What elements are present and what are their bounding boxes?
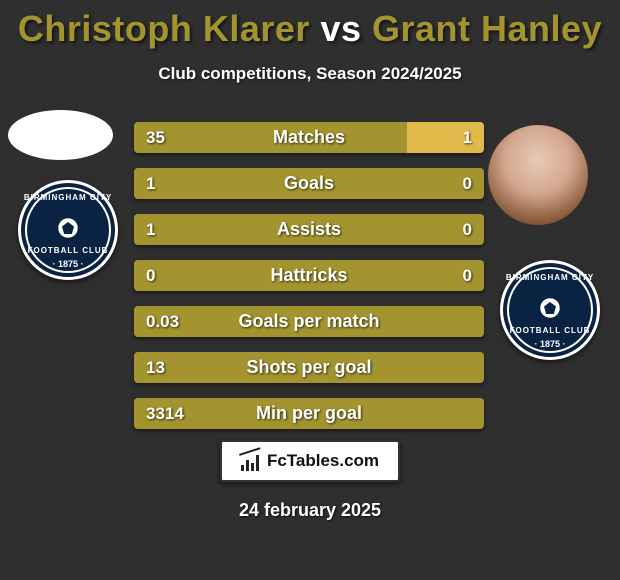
stat-row: 10Goals <box>134 168 484 199</box>
title-player1: Christoph Klarer <box>18 8 310 49</box>
title-vs: vs <box>320 8 361 49</box>
stat-label: Shots per goal <box>134 352 484 383</box>
stat-label: Goals per match <box>134 306 484 337</box>
crest-ball-icon <box>533 291 567 325</box>
crest-circle: BIRMINGHAM CITY FOOTBALL CLUB · 1875 · <box>500 260 600 360</box>
crest-ball-icon <box>51 211 85 245</box>
crest-text-top: BIRMINGHAM CITY <box>21 193 115 202</box>
fctables-logo: FcTables.com <box>220 440 400 482</box>
comparison-infographic: Christoph Klarer vs Grant Hanley Club co… <box>0 0 620 580</box>
stat-row: 13Shots per goal <box>134 352 484 383</box>
player2-club-crest: BIRMINGHAM CITY FOOTBALL CLUB · 1875 · <box>500 260 600 390</box>
stat-row: 10Assists <box>134 214 484 245</box>
stat-label: Hattricks <box>134 260 484 291</box>
page-title: Christoph Klarer vs Grant Hanley <box>0 0 620 50</box>
stat-row: 00Hattricks <box>134 260 484 291</box>
stat-label: Assists <box>134 214 484 245</box>
player2-photo <box>488 125 588 225</box>
player1-photo <box>8 110 113 160</box>
stat-label: Matches <box>134 122 484 153</box>
subtitle: Club competitions, Season 2024/2025 <box>0 64 620 84</box>
crest-text-bottom: FOOTBALL CLUB <box>21 246 115 255</box>
stat-label: Min per goal <box>134 398 484 429</box>
crest-text-top: BIRMINGHAM CITY <box>503 273 597 282</box>
crest-year: · 1875 · <box>503 339 597 349</box>
fctables-label: FcTables.com <box>267 451 379 471</box>
player1-club-crest: BIRMINGHAM CITY FOOTBALL CLUB · 1875 · <box>18 180 118 310</box>
bar-chart-icon <box>241 451 261 471</box>
stat-row: 0.03Goals per match <box>134 306 484 337</box>
stat-label: Goals <box>134 168 484 199</box>
title-player2: Grant Hanley <box>372 8 602 49</box>
stats-panel: 351Matches 10Goals 10Assists 00Hattricks 0.0… <box>134 122 484 444</box>
stat-row: 351Matches <box>134 122 484 153</box>
crest-text-bottom: FOOTBALL CLUB <box>503 326 597 335</box>
date-label: 24 february 2025 <box>0 500 620 521</box>
stat-row: 3314Min per goal <box>134 398 484 429</box>
crest-year: · 1875 · <box>21 259 115 269</box>
crest-circle: BIRMINGHAM CITY FOOTBALL CLUB · 1875 · <box>18 180 118 280</box>
